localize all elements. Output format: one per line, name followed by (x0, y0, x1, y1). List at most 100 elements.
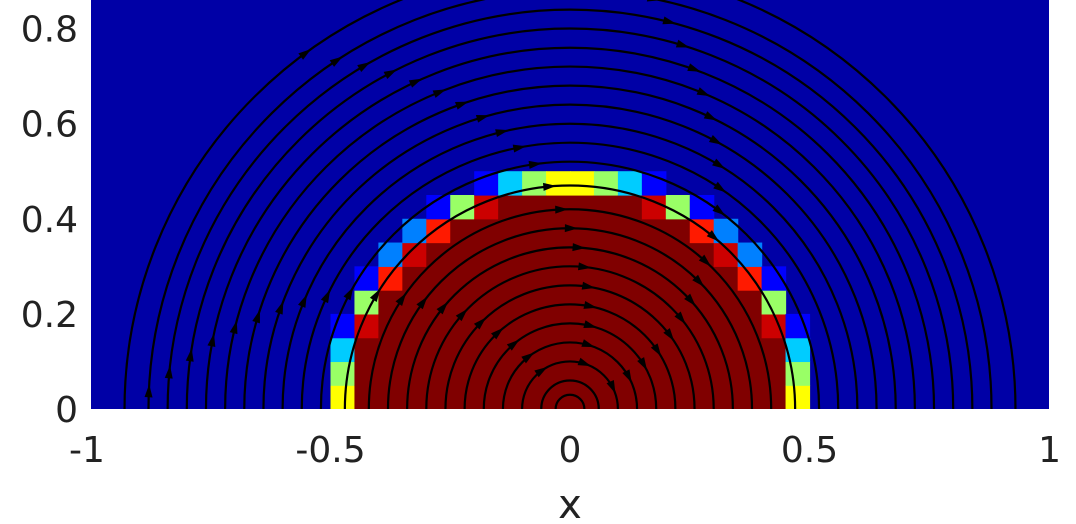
heatmap-cell (570, 337, 595, 363)
streamline-arrow (252, 309, 260, 324)
streamline-arrow (698, 254, 712, 267)
streamline (185, 27, 955, 409)
heatmap-cell (498, 218, 523, 244)
heatmap-cell (665, 385, 691, 409)
heatmap-cell (665, 290, 691, 315)
heatmap-cell (713, 313, 739, 339)
streamline (406, 246, 734, 409)
heatmap-cell (713, 385, 739, 409)
heatmap-cell (593, 171, 619, 196)
heatmap-cell (498, 385, 523, 409)
heatmap-cell (593, 361, 619, 386)
heatmap-cell (593, 313, 619, 339)
streamline-arrow (622, 369, 632, 383)
heatmap-cell (617, 290, 643, 315)
heatmap-cell (737, 385, 763, 409)
heatmap-cell (641, 385, 667, 409)
streamline (540, 379, 600, 409)
heatmap-cell (474, 242, 499, 267)
heatmap-cell (522, 242, 547, 267)
heatmap-cell (785, 361, 811, 386)
streamline-arrow (408, 78, 423, 88)
heatmap-cell (689, 242, 715, 267)
streamline-arrow (275, 301, 284, 315)
heatmap-cell (689, 266, 715, 291)
streamline-arrow (555, 205, 569, 214)
heatmap-cell (665, 337, 691, 363)
streamline-arrow (572, 243, 586, 252)
heatmap-cell (546, 171, 571, 196)
streamline-arrow (123, 405, 126, 409)
heatmap-cell (546, 385, 571, 409)
streamline-arrow (583, 301, 598, 309)
heatmap-cell (330, 385, 356, 409)
y-axis-ticks: 0 0.2 0.4 0.6 0.8 (21, 10, 78, 431)
streamline-arrow (534, 366, 548, 378)
streamline-arrow (692, 274, 705, 287)
streamline-arrow (606, 380, 616, 394)
x-axis-ticks: -1 -0.5 0 0.5 1 (69, 430, 1061, 471)
streamline-arrow (298, 294, 307, 308)
heatmap-cell (593, 194, 619, 220)
heatmap-cell (522, 361, 547, 386)
streamline (224, 65, 916, 409)
streamline-arrow (185, 348, 194, 362)
heatmap-cell (570, 385, 595, 409)
heatmap-cell (402, 385, 427, 409)
heatmap-cell (402, 361, 427, 386)
heatmap-cell (665, 218, 691, 244)
streamline-arrow (543, 182, 557, 191)
streamline-arrow (696, 87, 711, 97)
streamline-arrow (357, 62, 371, 73)
heatmap-cell (354, 385, 379, 409)
streamline-arrow (473, 317, 487, 330)
streamline-arrow (713, 181, 727, 193)
streamline-arrow (564, 224, 578, 233)
x-axis-label: x (558, 482, 582, 524)
heatmap-cell (737, 290, 763, 315)
streamline-arrow (395, 292, 407, 306)
heatmap-cell (498, 290, 523, 315)
y-tick-label: 0 (55, 390, 78, 431)
heatmap-cell (785, 313, 811, 339)
plot-area (91, 0, 1049, 409)
streamline-arrow (416, 296, 428, 310)
streamline (482, 322, 658, 409)
heatmap-cell (426, 266, 451, 291)
heatmap-cell (641, 171, 667, 196)
heatmap-cell (450, 337, 475, 363)
streamline-arrow (432, 89, 447, 98)
streamline (300, 141, 840, 409)
heatmap-cell (665, 194, 691, 220)
streamline (166, 8, 974, 409)
heatmap-cell (546, 337, 571, 363)
streamline (243, 84, 897, 409)
heatmap-cell (522, 385, 547, 409)
heatmap-cell (689, 385, 715, 409)
streamline-arrow (475, 114, 490, 123)
streamline-arrow (495, 129, 509, 138)
y-tick-label: 0.2 (21, 295, 78, 336)
heatmap-cell (713, 242, 739, 267)
x-tick-label: 0.5 (781, 430, 838, 471)
heatmap-cell (570, 194, 595, 220)
heatmap-cell (474, 385, 499, 409)
streamline-arrow (675, 39, 690, 48)
streamline-arrow (637, 357, 648, 371)
heatmap-cell (402, 266, 427, 291)
heatmap-cell (570, 290, 595, 315)
streamline-arrow (229, 320, 238, 335)
streamline-arrow (528, 160, 542, 169)
heatmap-cell (546, 242, 571, 267)
streamline-arrow (506, 339, 520, 351)
heatmap-cell (522, 194, 547, 220)
heatmap-cell (426, 242, 451, 267)
streamline-arrow (164, 365, 173, 379)
streamline-arrow (298, 48, 312, 60)
streamline-arrow (207, 333, 216, 347)
streamline (123, 0, 1017, 409)
x-tick-label: -0.5 (295, 430, 365, 471)
streamline-arrow (703, 111, 718, 121)
streamline-arrow (650, 343, 662, 357)
y-tick-label: 0.8 (21, 10, 78, 51)
